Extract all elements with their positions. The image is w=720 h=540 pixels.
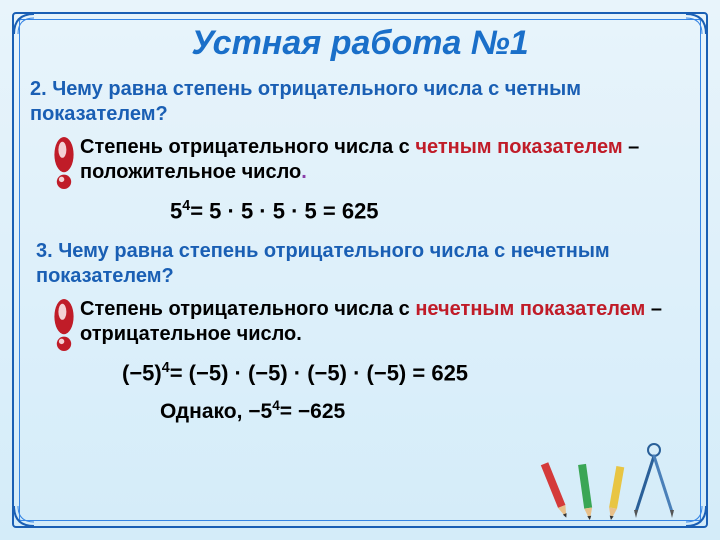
- answer-2-row: Степень отрицательного числа с четным по…: [48, 135, 690, 196]
- formula-however-post: = −625: [280, 400, 345, 423]
- answer-2-part1: Степень отрицательного числа с: [80, 136, 415, 158]
- formula-neg5-power-4: (−5)4= (−5) · (−5) · (−5) · (−5) = 625: [122, 360, 690, 386]
- exclamation-icon: [48, 297, 80, 358]
- answer-2-text: Степень отрицательного числа с четным по…: [80, 135, 690, 185]
- answer-3-row: Степень отрицательного числа с нечетным …: [48, 297, 690, 358]
- pencils-compass-icon: [534, 442, 684, 522]
- page-title: Устная работа №1: [30, 24, 690, 63]
- formula-however-sup: 4: [272, 398, 280, 413]
- question-3: 3. Чему равна степень отрицательного чис…: [36, 239, 690, 289]
- answer-3-part1: Степень отрицательного числа с: [80, 298, 415, 320]
- formula-however-pre: Однако, −5: [160, 400, 272, 423]
- answer-2-highlight: четным показателем: [415, 136, 622, 158]
- answer-2-dot: .: [301, 161, 307, 183]
- answer-3-text: Степень отрицательного числа с нечетным …: [80, 297, 690, 347]
- question-2: 2. Чему равна степень отрицательного чис…: [30, 77, 690, 127]
- formula-5-power-4: 54= 5 · 5 · 5 · 5 = 625: [170, 198, 690, 224]
- answer-3-highlight: нечетным показателем: [415, 298, 645, 320]
- formula-however: Однако, −54= −625: [160, 398, 690, 424]
- exclamation-icon: [48, 135, 80, 196]
